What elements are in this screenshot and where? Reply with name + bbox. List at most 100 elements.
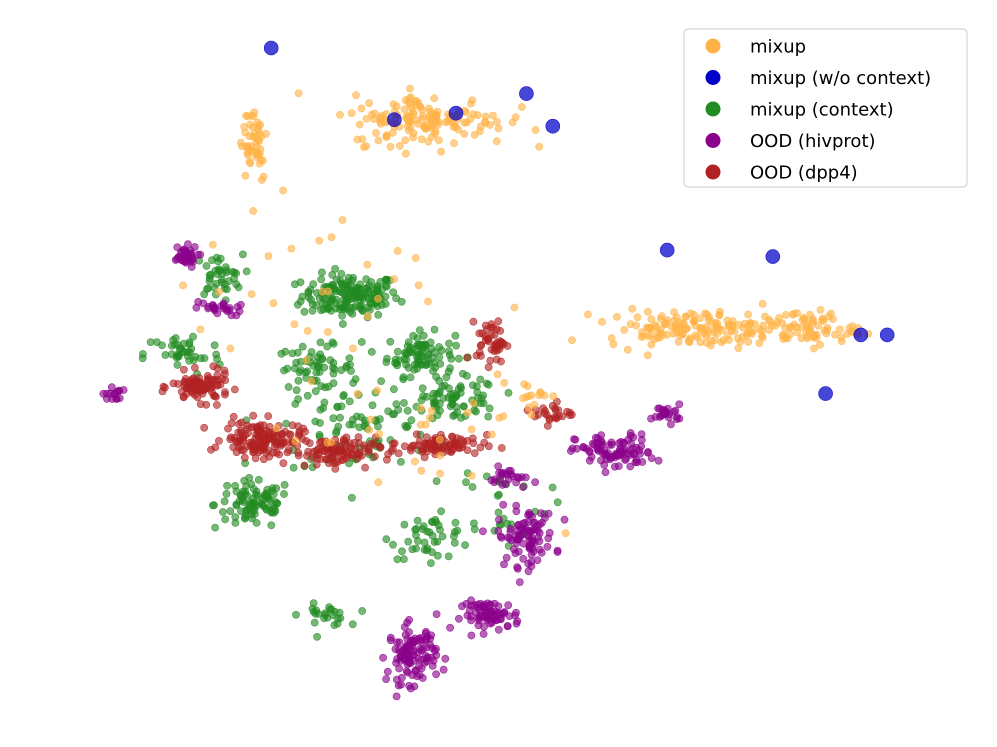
data-point-mixup [492,137,501,146]
data-point-mixup [250,129,259,138]
data-point-ood-dpp4 [230,385,239,394]
data-point-ood-dpp4 [463,446,472,455]
data-point-ood-dpp4 [243,442,252,451]
data-point-mixup-context [436,526,444,534]
data-point-mixup-context [312,301,321,310]
data-point-mixup-context [223,481,231,490]
data-point-mixup [481,117,489,126]
data-point-ood-dpp4 [249,411,258,420]
data-point-mixup [196,325,205,334]
data-point-ood-hivprot [527,550,536,559]
data-point-mixup-context [444,552,453,561]
data-point-ood-dpp4 [400,442,409,451]
data-point-mixup-context [426,559,435,567]
data-point-ood-dpp4 [353,454,362,463]
data-point-ood-hivprot [115,394,124,403]
data-point-ood-hivprot [529,518,538,527]
data-point-mixup [246,159,255,168]
data-point-ood-hivprot [654,456,663,465]
data-point-ood-hivprot [392,692,401,701]
data-point-mixup-context [403,406,412,415]
data-point-ood-dpp4 [278,438,287,447]
data-point-mixup [430,94,439,103]
data-point-mixup [363,260,372,269]
data-point-mixup-context [418,340,426,349]
data-point-mixup [613,312,621,321]
data-point-mixup [793,328,802,337]
data-point-mixup [734,334,742,343]
data-point-mixup [623,345,632,354]
data-point-mixup [703,310,711,319]
data-point-ood-dpp4 [179,392,188,401]
data-point-ood-hivprot [594,434,602,443]
data-point-mixup-context [548,483,557,492]
data-point-mixup [808,319,817,328]
data-point-mixup [411,254,420,262]
data-point-ood-hivprot [415,645,424,653]
series-ood-hivprot [99,240,684,701]
data-point-ood-hivprot [403,660,412,669]
data-point-mixup-context [367,347,376,356]
data-point-ood-hivprot [560,515,569,524]
data-point-mixup-context [445,347,453,355]
data-point-ood-dpp4 [492,325,501,333]
data-point-ood-dpp4 [468,434,477,443]
data-point-mixup-context [452,390,461,399]
data-point-mixup [644,332,652,341]
data-point-mixup [262,129,270,138]
data-point-ood-hivprot [607,438,616,447]
data-point-mixup-context [316,350,324,359]
data-point-mixup-context [329,379,338,388]
data-point-ood-hivprot [395,664,403,673]
data-point-mixup-context [310,618,319,627]
data-point-mixup [323,328,332,336]
data-point-mixup-context [337,269,346,278]
data-point-ood-dpp4 [388,439,397,448]
data-point-mixup [633,313,642,322]
data-point-ood-hivprot [499,500,508,509]
data-point-mixup [226,344,235,353]
data-point-mixup [492,117,501,126]
data-point-mixup [246,120,254,129]
data-point-ood-hivprot [439,665,448,674]
data-point-mixup [653,328,662,336]
data-point-mixup [761,312,769,321]
data-point-ood-dpp4 [198,385,207,394]
data-point-mixup-context [389,385,398,394]
data-point-ood-hivprot [515,578,524,586]
data-point-mixup [422,124,430,133]
data-point-mixup [254,150,262,159]
data-point-ood-dpp4 [251,441,260,450]
data-point-mixup-context [311,387,320,396]
data-point-mixup-context [345,354,354,363]
data-point-mixup-context [358,607,367,615]
legend: mixup mixup (w/o context) mixup (context) O… [683,28,968,188]
data-point-mixup-context [451,518,460,527]
data-point-mixup-w-o-context [448,105,464,121]
data-point-ood-hivprot [543,542,552,551]
legend-label-ood-dpp4: OOD (dpp4) [750,163,858,184]
data-point-mixup [374,478,383,487]
data-point-ood-dpp4 [242,425,251,433]
data-point-mixup [315,236,324,245]
data-point-mixup [823,326,831,335]
data-point-mixup-context [240,476,249,485]
data-point-ood-dpp4 [299,424,308,433]
data-point-mixup-context [313,362,322,371]
data-point-mixup-context [216,254,225,263]
data-point-mixup [357,104,366,113]
data-point-ood-hivprot [644,448,652,457]
data-point-mixup [401,136,410,145]
data-point-ood-dpp4 [364,445,373,454]
data-point-mixup-context [328,280,336,289]
data-point-ood-dpp4 [494,317,503,326]
data-point-mixup [835,325,844,334]
data-point-mixup-context [289,463,298,472]
data-point-mixup-context [329,369,338,378]
data-point-ood-dpp4 [192,376,201,385]
data-point-ood-dpp4 [552,414,561,423]
data-point-mixup-context [319,404,328,412]
data-point-ood-hivprot [183,240,192,248]
data-point-mixup-context [320,363,329,372]
